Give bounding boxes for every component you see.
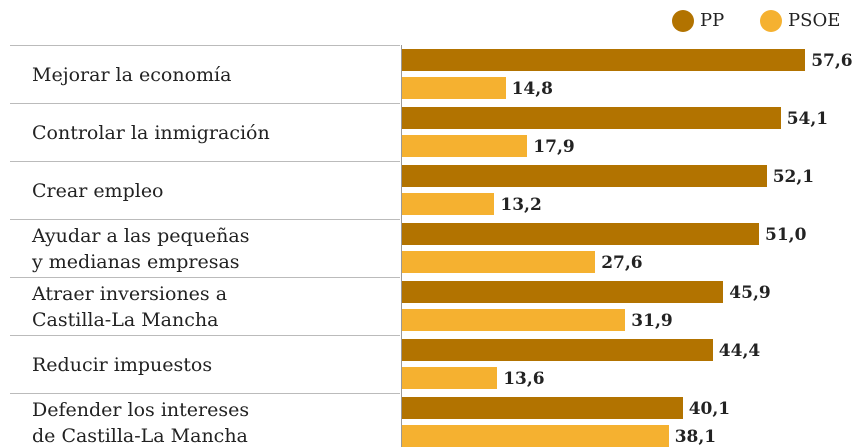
category-label: Atraer inversiones a Castilla-La Mancha	[10, 277, 400, 335]
bar	[402, 193, 495, 215]
category-label: Mejorar la economía	[10, 45, 400, 103]
value-label: 45,9	[729, 283, 771, 303]
axis-line	[401, 45, 402, 447]
bar	[402, 77, 506, 99]
bar	[402, 281, 724, 303]
legend-label: PSOE	[788, 10, 841, 31]
value-label: 14,8	[511, 79, 553, 99]
bar	[402, 309, 626, 331]
bar	[402, 135, 528, 157]
value-label: 13,2	[500, 195, 542, 215]
bar	[402, 339, 713, 361]
bar	[402, 49, 806, 71]
value-label: 31,9	[631, 311, 673, 331]
value-label: 13,6	[503, 369, 545, 389]
category-label: Defender los intereses de Castilla-La Ma…	[10, 393, 400, 447]
bar	[402, 223, 759, 245]
value-label: 17,9	[533, 137, 575, 157]
bar	[402, 165, 767, 187]
bar	[402, 107, 781, 129]
bar	[402, 367, 498, 389]
legend-swatch	[760, 10, 782, 32]
category-label: Crear empleo	[10, 161, 400, 219]
value-label: 54,1	[786, 109, 829, 129]
bar	[402, 397, 683, 419]
value-label: 44,4	[718, 341, 761, 361]
category-label: Ayudar a las pequeñas y medianas empresa…	[10, 219, 400, 277]
category-label: Reducir impuestos	[10, 335, 400, 393]
bar	[402, 425, 669, 447]
value-label: 57,6	[811, 51, 853, 71]
value-label: 27,6	[601, 253, 643, 273]
legend-swatch	[672, 10, 694, 32]
bar	[402, 251, 596, 273]
category-label: Controlar la inmigración	[10, 103, 400, 161]
value-label: 38,1	[674, 427, 717, 447]
value-label: 40,1	[688, 399, 731, 419]
value-label: 51,0	[765, 225, 807, 245]
value-label: 52,1	[772, 167, 815, 187]
legend-label: PP	[700, 10, 725, 31]
